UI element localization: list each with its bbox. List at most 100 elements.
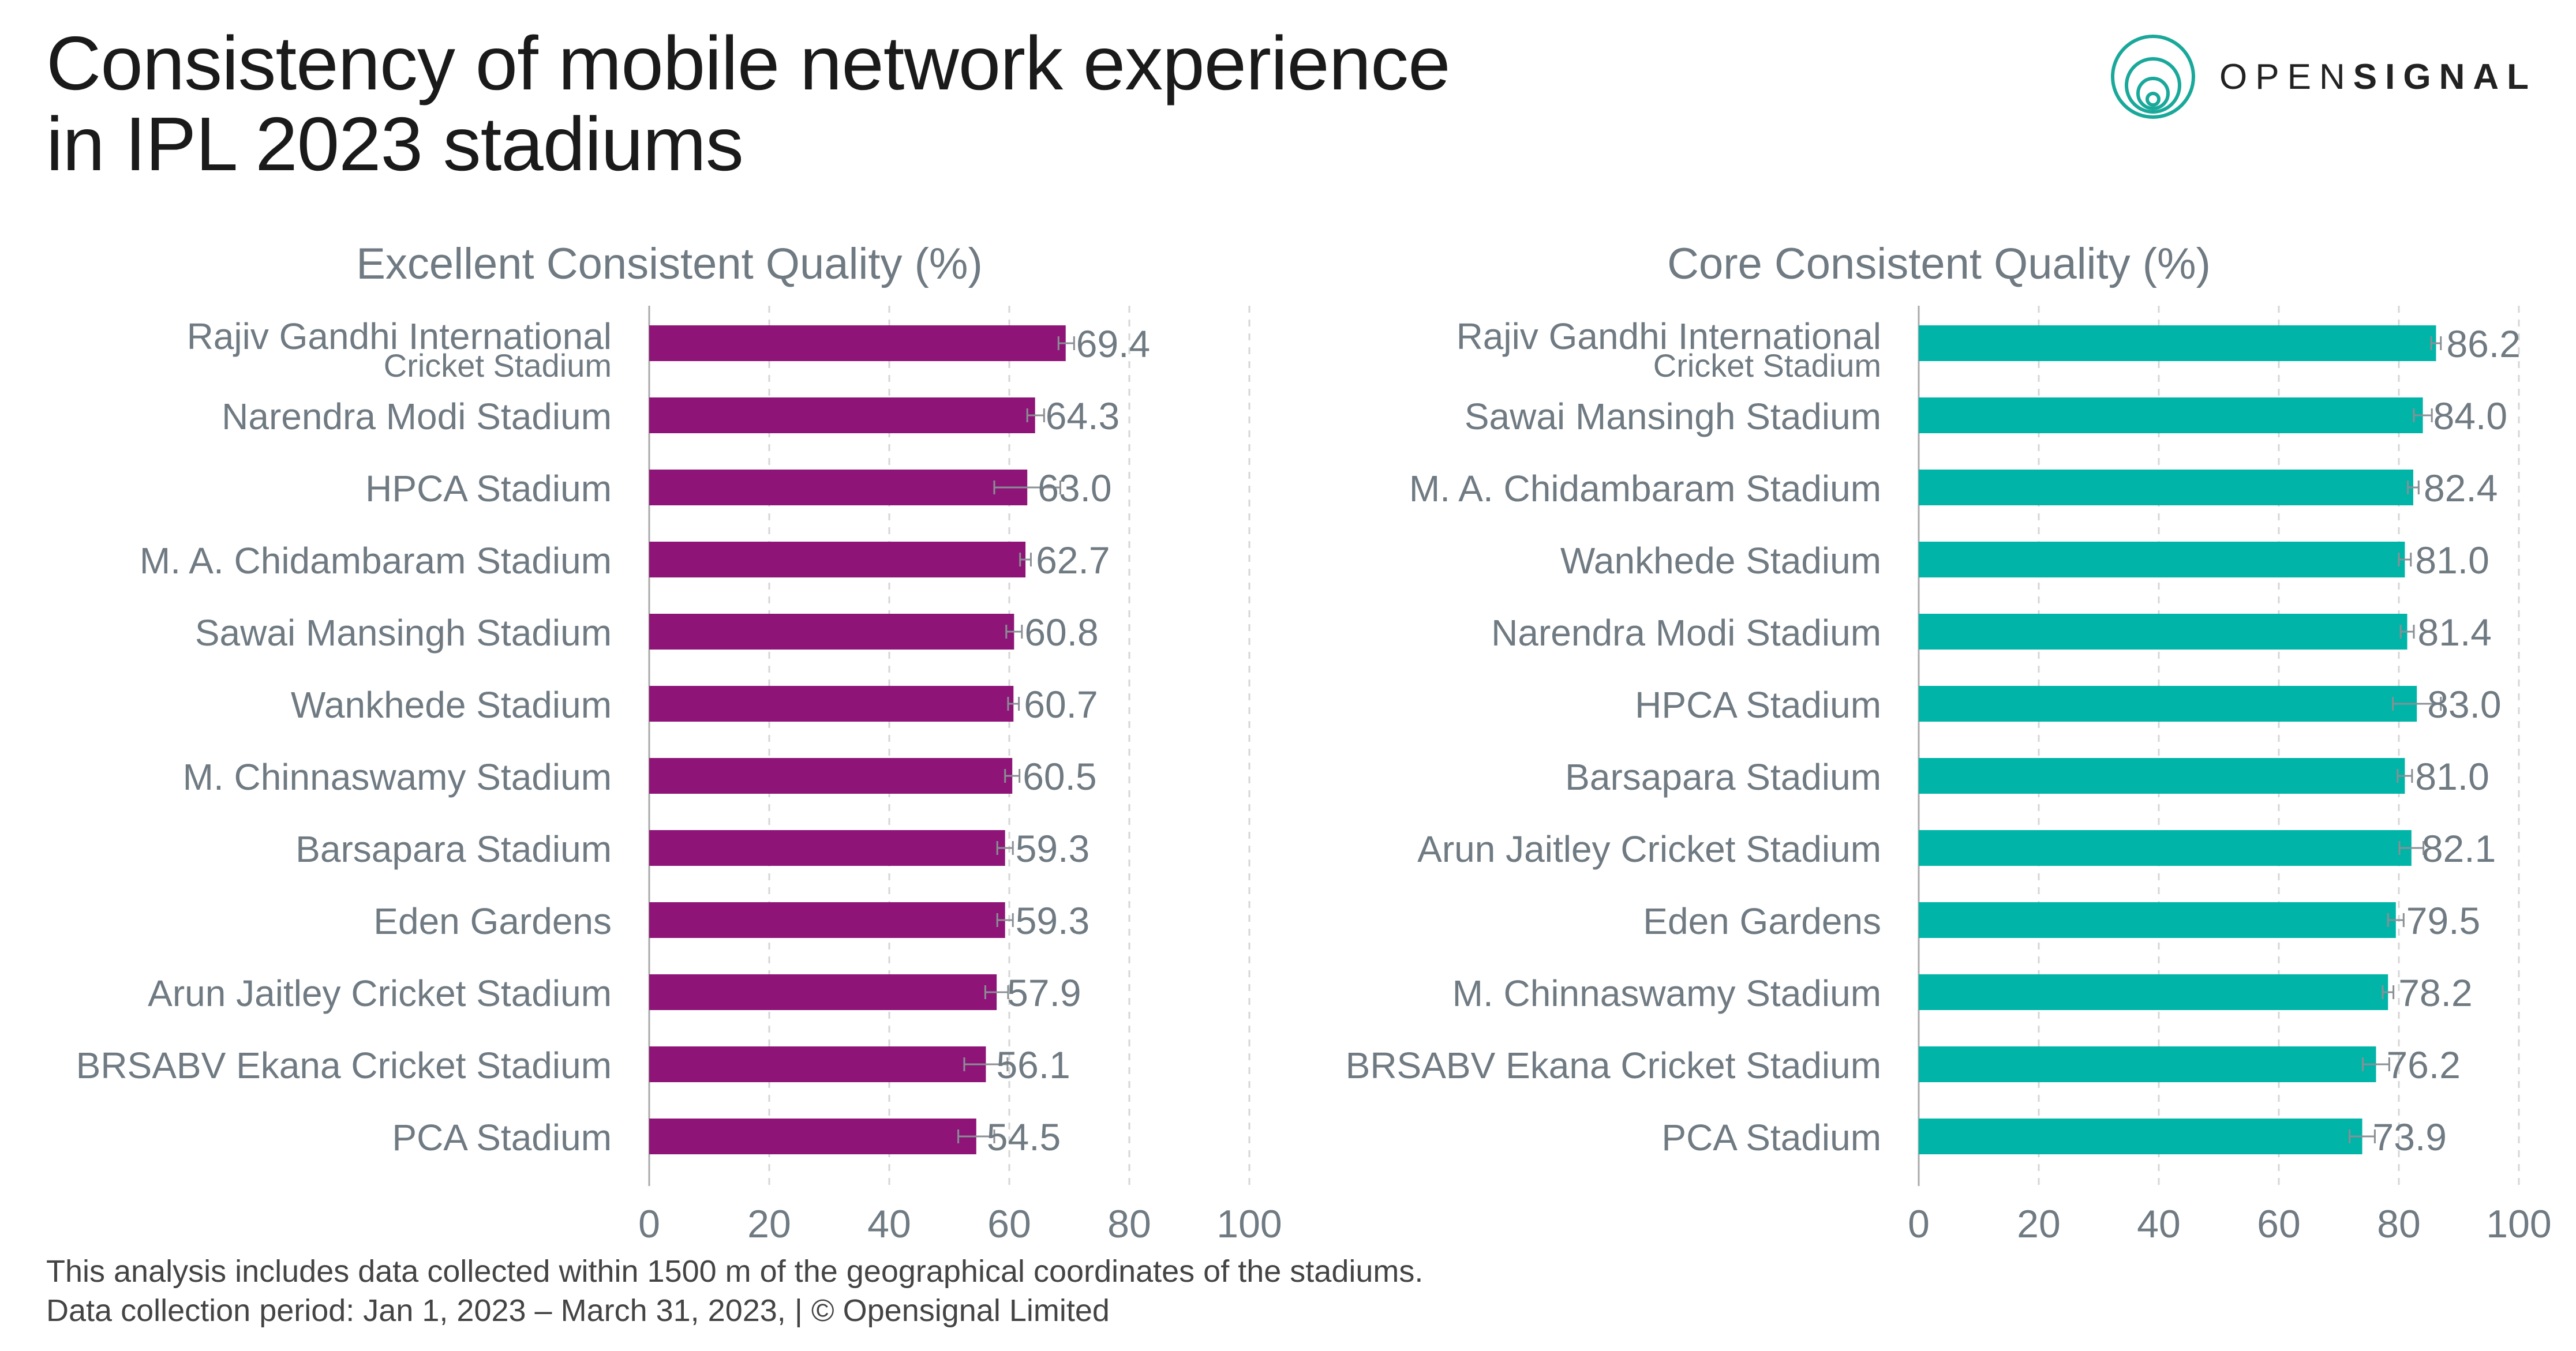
bar — [1919, 758, 2405, 794]
x-tick-label: 80 — [2377, 1202, 2421, 1246]
x-tick-label: 100 — [1216, 1202, 1282, 1246]
chart-title-line-2: in IPL 2023 stadiums — [46, 102, 744, 186]
data-label: 83.0 — [2427, 683, 2501, 726]
opensignal-logo: OPENSIGNAL — [2110, 33, 2537, 120]
opensignal-logo-icon — [2111, 35, 2196, 119]
category-label: Sawai Mansingh Stadium — [1465, 396, 1881, 437]
data-label: 79.5 — [2406, 899, 2480, 942]
category-label: Wankhede Stadium — [1560, 540, 1881, 581]
bar — [1919, 325, 2436, 361]
x-tick-label: 0 — [1908, 1202, 1930, 1246]
footnote-line-1: This analysis includes data collected wi… — [46, 1254, 1424, 1289]
category-label: Arun Jaitley Cricket Stadium — [148, 973, 612, 1014]
data-label: 86.2 — [2446, 322, 2520, 365]
data-label: 57.9 — [1007, 971, 1081, 1014]
category-label: Eden Gardens — [1643, 900, 1881, 942]
chart-title: Consistency of mobile network experience… — [46, 21, 1451, 186]
footnote-line-2: Data collection period: Jan 1, 2023 – Ma… — [46, 1293, 1110, 1328]
data-label: 54.5 — [987, 1116, 1061, 1158]
category-label: Barsapara Stadium — [295, 828, 612, 870]
data-label: 60.7 — [1024, 683, 1098, 726]
bar — [649, 1119, 976, 1154]
bar — [1919, 686, 2417, 722]
x-tick-label: 20 — [747, 1202, 791, 1246]
bar — [649, 830, 1005, 866]
data-label: 76.2 — [2386, 1044, 2460, 1086]
bar — [649, 614, 1014, 650]
data-label: 60.5 — [1023, 755, 1096, 798]
category-label: BRSABV Ekana Cricket Stadium — [76, 1045, 612, 1086]
logo-wordmark: OPENSIGNAL — [2219, 57, 2537, 97]
bar — [649, 1046, 986, 1082]
bar — [1919, 542, 2405, 577]
bar — [649, 686, 1014, 722]
x-tick-label: 40 — [867, 1202, 911, 1246]
category-label: M. Chinnaswamy Stadium — [183, 756, 612, 798]
logo-text-bold: SIGNAL — [2353, 57, 2537, 97]
bar — [1919, 902, 2396, 938]
data-label: 81.0 — [2415, 755, 2489, 798]
data-label: 64.3 — [1046, 395, 1119, 437]
footnote: This analysis includes data collected wi… — [46, 1252, 1423, 1330]
x-tick-label: 100 — [2486, 1202, 2551, 1246]
bar — [649, 902, 1005, 938]
category-label: HPCA Stadium — [365, 468, 612, 509]
category-label: Cricket Stadium — [1653, 347, 1881, 384]
bar — [1919, 614, 2407, 650]
logo-text-light: OPEN — [2219, 57, 2353, 97]
category-label: Arun Jaitley Cricket Stadium — [1417, 828, 1881, 870]
x-tick-label: 60 — [987, 1202, 1031, 1246]
data-label: 69.4 — [1076, 322, 1150, 365]
bar — [649, 758, 1013, 794]
category-label: Wankhede Stadium — [291, 684, 612, 726]
data-label: 56.1 — [996, 1044, 1070, 1086]
bar — [649, 470, 1028, 505]
chart-title-line-1: Consistency of mobile network experience — [46, 21, 1451, 106]
category-label: Eden Gardens — [373, 900, 612, 942]
data-label: 84.0 — [2433, 395, 2507, 437]
category-label: Cricket Stadium — [384, 347, 612, 384]
data-label: 81.4 — [2418, 611, 2492, 654]
bar — [1919, 830, 2412, 866]
category-label: BRSABV Ekana Cricket Stadium — [1346, 1045, 1881, 1086]
category-label: Sawai Mansingh Stadium — [195, 612, 612, 654]
category-label: Rajiv Gandhi International — [1457, 316, 1881, 357]
category-label: M. A. Chidambaram Stadium — [1409, 468, 1881, 509]
data-label: 73.9 — [2373, 1116, 2447, 1158]
x-tick-label: 40 — [2137, 1202, 2181, 1246]
bar — [649, 397, 1035, 433]
category-label: PCA Stadium — [392, 1117, 612, 1158]
data-label: 81.0 — [2415, 539, 2489, 581]
category-label: Rajiv Gandhi International — [187, 316, 612, 357]
bar — [649, 325, 1066, 361]
core-consistent-quality-chart: Core Consistent Quality (%) 0 20 40 60 80 100 R… — [1346, 239, 2552, 1246]
panel-title: Core Consistent Quality (%) — [1667, 239, 2211, 288]
bar — [1919, 974, 2388, 1010]
bar — [649, 542, 1026, 577]
data-label: 78.2 — [2398, 971, 2472, 1014]
data-label: 60.8 — [1024, 611, 1098, 654]
data-label: 59.3 — [1016, 827, 1089, 870]
bar — [649, 974, 997, 1010]
x-tick-label: 0 — [638, 1202, 660, 1246]
data-label: 82.1 — [2422, 827, 2496, 870]
x-tick-label: 20 — [2017, 1202, 2061, 1246]
data-label: 63.0 — [1038, 467, 1111, 509]
category-label: M. Chinnaswamy Stadium — [1452, 973, 1881, 1014]
bar — [1919, 470, 2413, 505]
x-tick-label: 80 — [1107, 1202, 1151, 1246]
category-label: HPCA Stadium — [1635, 684, 1881, 726]
panel-title: Excellent Consistent Quality (%) — [356, 239, 983, 288]
category-label: M. A. Chidambaram Stadium — [140, 540, 612, 581]
excellent-consistent-quality-chart: Excellent Consistent Quality (%) 0 20 40 60 8… — [76, 239, 1282, 1246]
bar — [1919, 1119, 2362, 1154]
data-label: 59.3 — [1016, 899, 1089, 942]
category-label: PCA Stadium — [1661, 1117, 1881, 1158]
x-tick-label: 60 — [2257, 1202, 2301, 1246]
category-label: Barsapara Stadium — [1565, 756, 1881, 798]
data-label: 62.7 — [1036, 539, 1110, 581]
category-label: Narendra Modi Stadium — [1491, 612, 1881, 654]
data-label: 82.4 — [2424, 467, 2498, 509]
category-label: Narendra Modi Stadium — [222, 396, 612, 437]
